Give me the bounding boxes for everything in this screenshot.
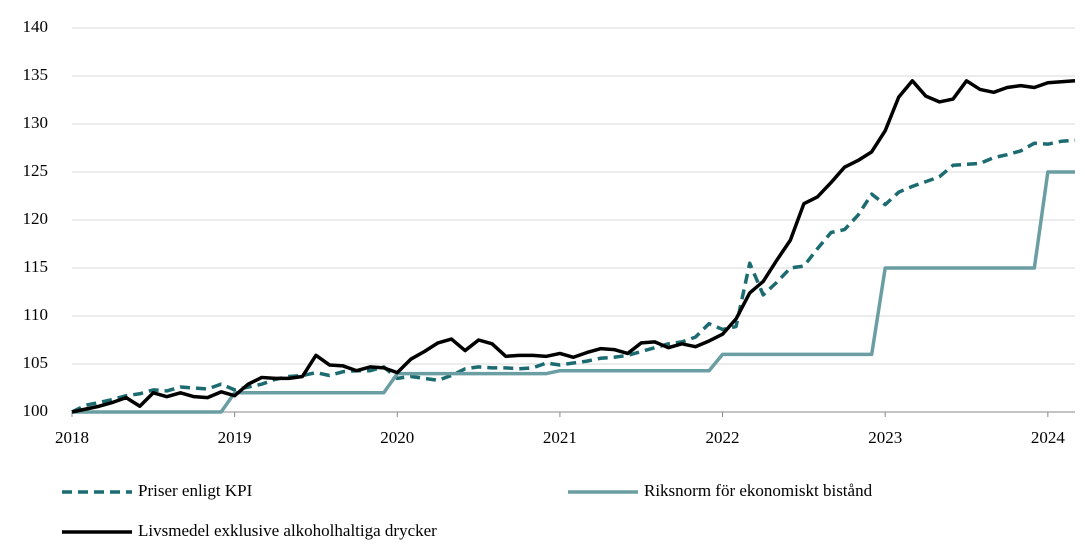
series-line xyxy=(71,138,1076,414)
y-tick-label: 100 xyxy=(23,401,49,420)
y-tick-label: 120 xyxy=(23,209,49,228)
x-tick-label: 2021 xyxy=(543,428,577,447)
x-tick-label: 2024 xyxy=(1031,428,1066,447)
y-tick-label: 135 xyxy=(23,65,49,84)
y-tick-label: 105 xyxy=(23,353,49,372)
x-tick-label: 2018 xyxy=(55,428,89,447)
legend-label: Priser enligt KPI xyxy=(138,481,253,500)
legend-label: Riksnorm för ekonomiskt bistånd xyxy=(644,481,873,500)
legend-label: Livsmedel exklusive alkoholhaltiga dryck… xyxy=(138,521,437,540)
y-tick-label: 115 xyxy=(23,257,48,276)
series-line xyxy=(71,79,1076,414)
y-tick-label: 140 xyxy=(23,17,49,36)
y-tick-label: 130 xyxy=(23,113,49,132)
y-tick-label: 125 xyxy=(23,161,49,180)
series-line xyxy=(72,170,1075,414)
x-tick-label: 2023 xyxy=(868,428,902,447)
x-tick-label: 2020 xyxy=(380,428,414,447)
y-tick-label: 110 xyxy=(23,305,48,324)
x-tick-label: 2019 xyxy=(218,428,252,447)
x-tick-label: 2022 xyxy=(706,428,740,447)
